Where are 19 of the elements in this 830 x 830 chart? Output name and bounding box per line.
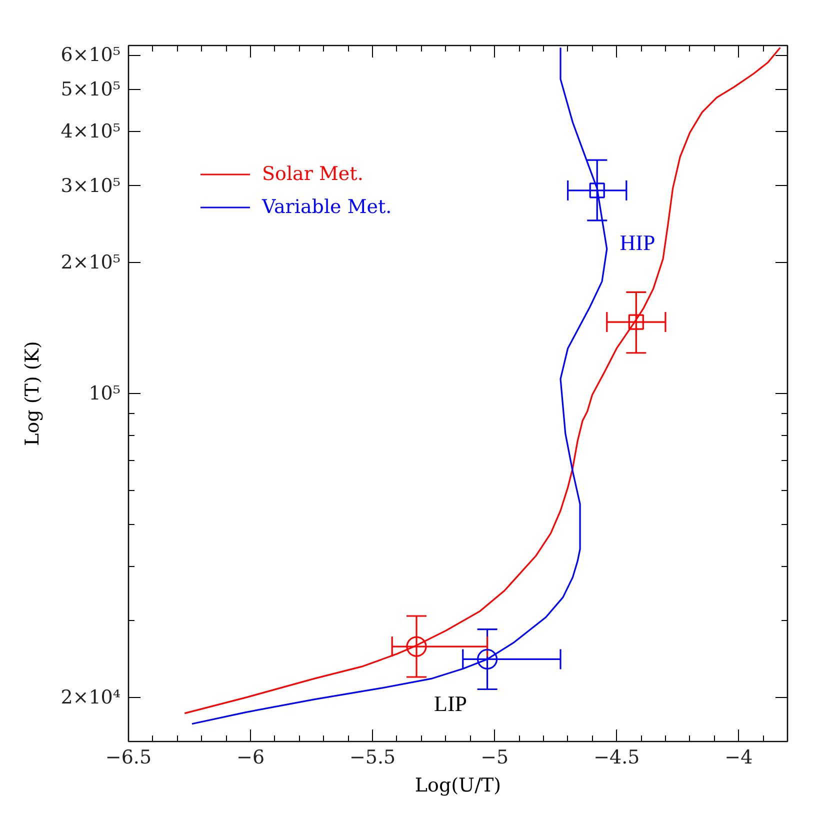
x-tick-label: −4 <box>724 746 753 768</box>
x-axis-title: Log(U/T) <box>414 774 502 796</box>
y-tick-label: 4×10⁵ <box>60 120 121 143</box>
legend-label: Solar Met. <box>262 163 364 185</box>
y-tick-label: 2×10⁴ <box>60 686 121 709</box>
y-tick-label: 2×10⁵ <box>60 252 121 274</box>
annotation: HIP <box>620 230 656 255</box>
x-tick-label: −5 <box>480 746 509 768</box>
annotation: LIP <box>434 691 467 716</box>
y-tick-label: 6×10⁵ <box>60 44 121 66</box>
y-tick-label: 3×10⁵ <box>60 174 121 197</box>
x-tick-label: −6 <box>236 746 265 768</box>
x-tick-label: −4.5 <box>594 746 640 768</box>
legend-label: Variable Met. <box>262 196 392 218</box>
x-tick-label: −5.5 <box>350 746 396 768</box>
y-tick-label: 5×10⁵ <box>60 78 121 100</box>
x-tick-label: −6.5 <box>105 746 152 768</box>
y-axis-title: Log (T) (K) <box>22 341 44 446</box>
y-tick-label: 10⁵ <box>88 382 121 405</box>
